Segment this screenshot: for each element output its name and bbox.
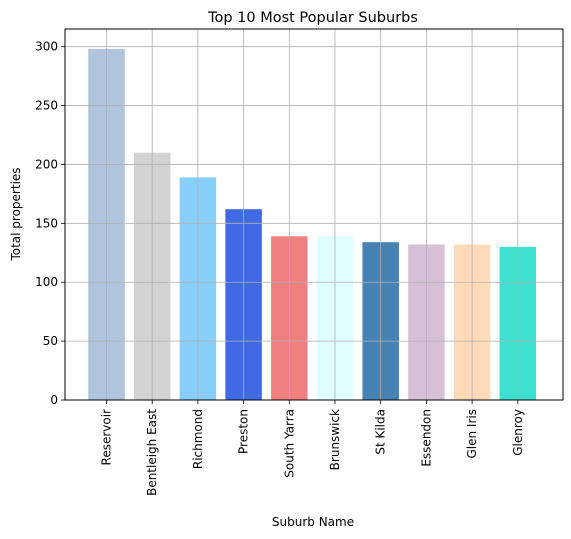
x-tick-label-3: Preston [237, 409, 251, 454]
y-tick-label-1: 50 [43, 334, 58, 348]
y-tick-label-5: 250 [35, 99, 58, 113]
plot-frame [64, 28, 564, 401]
x-tick-label-6: St Kilda [374, 409, 388, 455]
x-tick-label-8: Glen Iris [465, 409, 479, 459]
x-tick-label-5: Brunswick [328, 409, 342, 470]
y-axis-label: Total properties [9, 167, 23, 261]
x-tick-label-7: Essendon [419, 409, 433, 467]
x-tick-label-9: Glenroy [511, 409, 525, 456]
x-tick-label-4: South Yarra [282, 409, 296, 478]
chart-title: Top 10 Most Popular Suburbs [207, 10, 418, 26]
x-axis: Reservoir Bentleigh East Richmond Preston So… [100, 400, 525, 496]
y-tick-label-0: 0 [50, 393, 58, 407]
x-tick-label-1: Bentleigh East [145, 409, 159, 496]
y-tick-label-3: 150 [35, 216, 58, 230]
y-tick-label-2: 100 [35, 275, 58, 289]
y-axis: 0 50 100 150 200 250 300 [35, 40, 65, 407]
x-axis-label: Suburb Name [272, 515, 354, 529]
x-tick-label-0: Reservoir [100, 409, 114, 466]
bars [88, 49, 537, 401]
y-tick-label-6: 300 [35, 40, 58, 54]
x-tick-label-2: Richmond [191, 409, 205, 469]
y-tick-label-4: 200 [35, 157, 58, 171]
